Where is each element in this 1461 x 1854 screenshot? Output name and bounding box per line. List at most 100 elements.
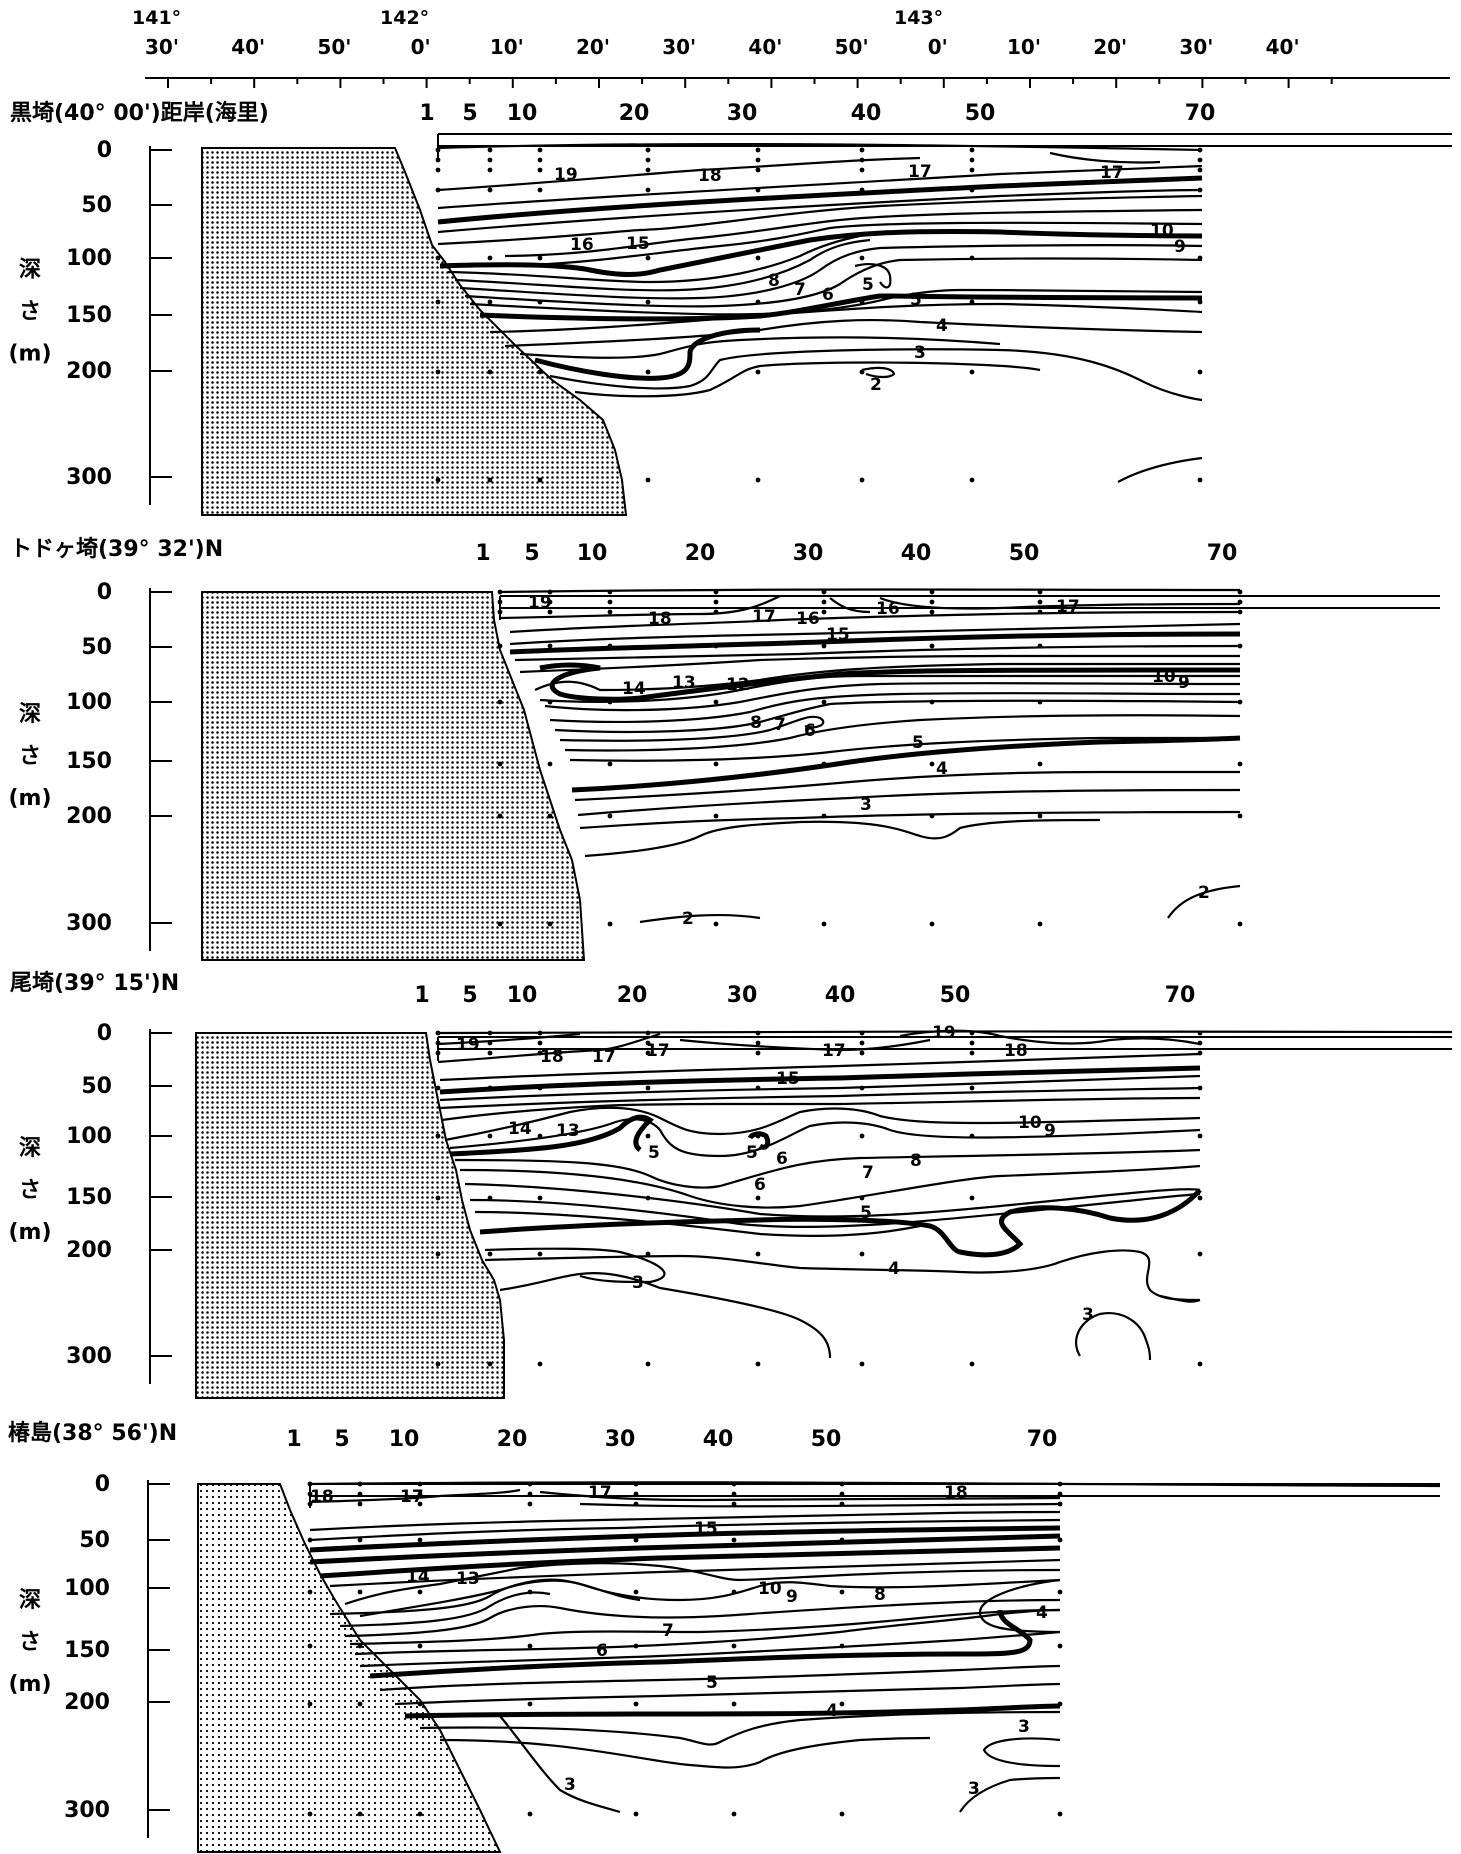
station-dot <box>821 699 827 705</box>
station-dot <box>859 1085 865 1091</box>
station-dot <box>755 1040 761 1046</box>
depth-axis-label: 深 <box>19 1136 41 1161</box>
contour-label: 17 <box>822 1041 846 1061</box>
station-dot <box>755 1251 761 1257</box>
station-dot <box>713 761 719 767</box>
depth-axis-label: さ <box>19 1178 41 1203</box>
isotherm-line <box>359 1630 1061 1668</box>
station-dot <box>755 255 761 261</box>
contour-label: 7 <box>794 280 806 300</box>
contour-label: 6 <box>822 285 834 305</box>
isotherm-line <box>679 1038 931 1052</box>
station-dot <box>645 147 651 153</box>
station-dot <box>969 1133 975 1139</box>
station-dot <box>435 1361 441 1367</box>
station-dot <box>607 589 613 595</box>
depth-axis-label: 深 <box>19 1588 41 1613</box>
depth-tick-label: 150 <box>66 749 112 774</box>
section-tsubakijima: 椿島(38° 56')N 1 5 10 20 30 40 50 70 050100150200… <box>8 1420 1441 1853</box>
isotherm-line <box>464 257 1203 308</box>
isotherm-line <box>519 336 1001 359</box>
station-dot <box>1197 369 1203 375</box>
isotherm-line <box>437 142 1203 152</box>
station-dot <box>645 1133 651 1139</box>
station-dot <box>755 1085 761 1091</box>
minute-label: 10' <box>1007 35 1041 59</box>
contour-label: 17 <box>588 1483 612 1503</box>
contour-label: 9 <box>1044 1121 1056 1141</box>
station-dot <box>645 1195 651 1201</box>
station-dot <box>497 589 503 595</box>
contour-lines <box>437 1029 1453 1361</box>
station-dot <box>417 1811 423 1817</box>
station-dot <box>633 1501 639 1507</box>
isotherm-line <box>571 735 1241 793</box>
station-dot <box>537 147 543 153</box>
station-dot <box>755 477 761 483</box>
station-dot <box>527 1701 533 1707</box>
section-title: 黒埼(40° 00')距岸(海里) <box>10 100 269 126</box>
station-dot <box>1237 609 1243 615</box>
station-dots <box>435 147 1203 483</box>
distance-label: 10 <box>389 1427 420 1452</box>
contour-label: 8 <box>910 1151 922 1171</box>
station-dot <box>307 1491 313 1497</box>
station-dot <box>755 147 761 153</box>
isotherm-line <box>344 1562 1061 1606</box>
contour-label: 19 <box>932 1023 956 1043</box>
station-dot <box>487 299 493 305</box>
station-dot <box>969 1251 975 1257</box>
isotherm-line <box>449 1114 655 1157</box>
station-dot <box>821 761 827 767</box>
station-dot <box>537 1251 543 1257</box>
minute-label: 30' <box>662 35 696 59</box>
isotherm-line <box>309 1525 1061 1553</box>
station-dot <box>859 1133 865 1139</box>
station-dot <box>307 1501 313 1507</box>
distance-label: 5 <box>462 983 477 1008</box>
station-dot <box>497 699 503 705</box>
station-dot <box>1197 1030 1203 1036</box>
station-dot <box>969 1361 975 1367</box>
isotherm-line <box>554 699 1241 734</box>
contour-label: 17 <box>646 1041 670 1061</box>
isotherm-line <box>329 1578 641 1616</box>
station-dot <box>417 1701 423 1707</box>
isotherm-line <box>449 1118 1201 1158</box>
isotherm-line <box>474 1210 921 1237</box>
isotherm-line <box>499 1272 832 1359</box>
station-dot <box>435 369 441 375</box>
distance-label: 50 <box>965 101 996 126</box>
contour-label: 10 <box>1152 667 1176 687</box>
station-dot <box>435 1030 441 1036</box>
station-dot <box>357 1701 363 1707</box>
station-dot <box>839 1537 845 1543</box>
distance-label: 5 <box>462 101 477 126</box>
isotherm-line <box>879 596 1241 610</box>
contour-label: 18 <box>944 1483 968 1503</box>
station-dot <box>1197 1085 1203 1091</box>
station-dot <box>1197 157 1203 163</box>
shelf-landmass <box>201 147 628 516</box>
contour-label: 2 <box>870 375 882 395</box>
station-dot <box>547 589 553 595</box>
minute-label: 30' <box>145 35 179 59</box>
distance-label: 1 <box>286 1427 301 1452</box>
isotherm-line <box>439 1074 1201 1102</box>
station-dot <box>487 1030 493 1036</box>
distance-label: 20 <box>619 101 650 126</box>
depth-tick-label: 50 <box>81 1074 112 1099</box>
isotherm-line <box>1049 151 1161 164</box>
isotherm-line <box>574 361 1041 398</box>
isotherm-line <box>439 228 1203 277</box>
station-dot <box>1197 299 1203 305</box>
contour-label: 3 <box>564 1775 576 1795</box>
station-dot <box>487 167 493 173</box>
station-dot <box>497 643 503 649</box>
station-dot <box>435 167 441 173</box>
station-dot <box>435 1133 441 1139</box>
station-dot <box>731 1481 737 1487</box>
station-dot <box>839 1491 845 1497</box>
isotherm-line <box>309 1518 1061 1542</box>
isotherm-line <box>959 1776 1061 1813</box>
